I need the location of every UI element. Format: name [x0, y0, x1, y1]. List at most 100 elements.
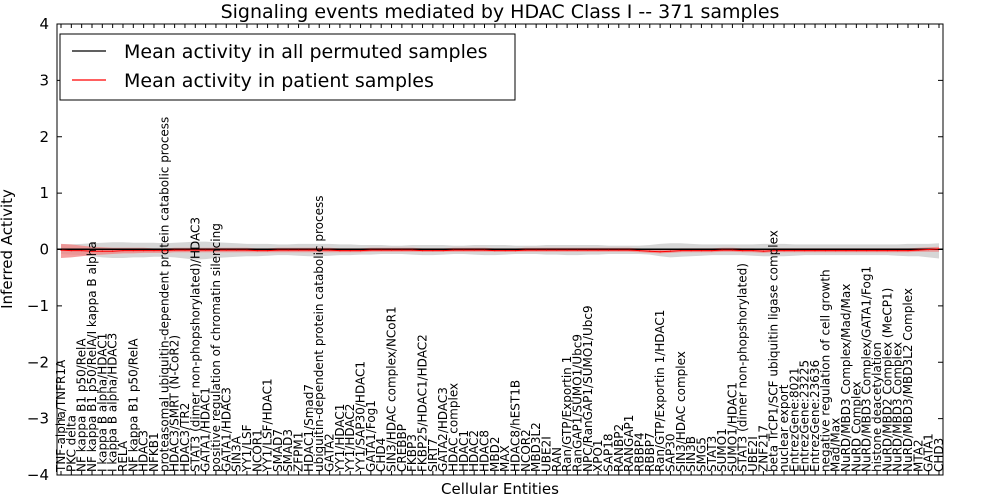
x-tick-label-44: HDAC8/hEST1B	[509, 380, 523, 472]
series-1-point-24	[308, 249, 310, 251]
series-1-point-44	[514, 250, 517, 252]
x-tick-label-23: ZFPM1	[292, 432, 306, 472]
legend: Mean activity in all permuted samples Me…	[59, 33, 516, 101]
series-0-point-9	[153, 248, 155, 251]
x-tick-label-53: SAP18	[602, 433, 616, 472]
series-1-point-69	[773, 250, 775, 252]
x-tick-label-6: RELA	[116, 440, 130, 472]
x-tick-label-72: EntrezGene:23225	[798, 360, 812, 472]
series-1-point-48	[556, 249, 558, 251]
series-0-point-36	[432, 248, 434, 251]
x-tick-label-11: HDAC3/SMRT (N-CoR2)	[168, 335, 182, 472]
series-1-point-6	[122, 250, 124, 252]
x-tick-label-36: SIRT7	[426, 438, 440, 472]
series-1-point-18	[246, 249, 248, 251]
x-tick-label-20: YY1/LSF/HDAC1	[261, 378, 275, 473]
series-1-point-74	[824, 250, 827, 252]
series-1-point-19	[256, 250, 258, 252]
series-1-point-12	[184, 249, 186, 251]
series-1-point-56	[638, 250, 641, 252]
series-0-point-75	[835, 248, 837, 251]
series-0-point-6	[122, 248, 124, 251]
x-axis-label: Cellular Entities	[441, 480, 559, 498]
x-tick-label-45: NCOR2	[519, 429, 533, 472]
series-1-point-71	[793, 250, 796, 252]
x-tick-label-59: SAP30	[663, 433, 677, 472]
series-0-point-80	[886, 248, 889, 251]
series-1-point-62	[700, 250, 703, 252]
x-tick-label-69: beta TrCP1/SCF ubiquitin ligase complex	[767, 230, 781, 472]
x-tick-label-42: MBD2	[488, 437, 502, 472]
x-tick-label-50: RanGAP1/SUMO1/Ubc9	[571, 334, 585, 472]
x-tick-label-1: PKC delta	[64, 415, 78, 472]
x-tick-label-32: SIN3/HDAC complex/NCoR1	[385, 306, 399, 472]
series-0-point-7	[132, 248, 134, 251]
series-1-point-14	[205, 249, 207, 251]
y-tick-label-2: −2	[27, 353, 49, 371]
x-tick-label-65: SUMO1/HDAC1	[725, 382, 739, 472]
series-1-point-28	[349, 250, 351, 252]
series-1-point-9	[153, 250, 155, 252]
y-tick-layer: −4 −3 −2 −1 0 1 2 3 4	[27, 15, 943, 484]
series-1-point-61	[690, 250, 692, 252]
series-1-point-64	[721, 249, 723, 251]
series-1-point-15	[215, 249, 217, 251]
x-tick-label-12: HDAC3/TR2	[178, 403, 192, 472]
x-tick-label-27: YY1/HDAC1	[333, 404, 347, 473]
series-1-point-7	[132, 250, 134, 252]
x-tick-label-61: SIN3B	[684, 436, 698, 472]
series-1-point-81	[897, 250, 899, 252]
series-0-point-68	[762, 248, 765, 251]
x-tick-label-76: NuRD/MBD3 Complex/Mad/Max	[839, 284, 853, 472]
series-1-point-51	[587, 249, 589, 251]
series-0-point-44	[514, 248, 517, 251]
x-tick-label-85: CHD3	[932, 438, 946, 472]
x-tick-label-18: YY1/LSF	[240, 424, 254, 473]
x-tick-label-35: FKBP25/HDAC1/HDAC2	[416, 334, 430, 472]
series-1-point-83	[917, 249, 919, 251]
x-tick-label-33: CREBBP	[395, 424, 409, 472]
x-tick-label-79: histone deacetylation	[870, 342, 884, 472]
x-tick-label-28: YY1/HDAC2	[343, 404, 357, 473]
x-tick-label-48: RAN	[550, 447, 564, 472]
x-tick-label-57: RBBP7	[643, 432, 657, 472]
series-1-point-68	[762, 250, 765, 252]
series-1-point-35	[421, 250, 424, 252]
series-1-point-58	[659, 251, 661, 253]
series-0-point-70	[783, 248, 785, 251]
series-1-point-55	[628, 249, 630, 251]
series-1-point-29	[360, 250, 362, 252]
series-1-point-63	[711, 250, 713, 252]
series-0-point-10	[163, 248, 165, 251]
y-tick-label-8: 4	[39, 15, 49, 33]
x-tick-label-56: RBBP4	[632, 432, 646, 472]
series-1-point-72	[804, 250, 806, 252]
x-tick-label-39: HDAC1	[457, 430, 471, 472]
x-tick-label-64: SUMO1	[715, 428, 729, 472]
series-line-1	[60, 248, 940, 253]
y-tick-label-3: −1	[27, 297, 49, 315]
series-0-point-67	[752, 248, 754, 251]
x-tick-label-29: YY1/SAP30/HDAC1	[354, 361, 368, 473]
series-0-point-71	[793, 248, 796, 251]
series-0-point-63	[711, 248, 713, 251]
series-1-point-30	[370, 249, 372, 251]
series-1-point-42	[494, 250, 496, 252]
x-tick-label-21: SMAD7	[271, 429, 285, 472]
x-tick-label-30: GATA1/Fog1	[364, 400, 378, 472]
legend-label-permuted: Mean activity in all permuted samples	[124, 41, 487, 63]
x-tick-label-70: nuclear export	[777, 384, 791, 472]
x-tick-label-38: HDAC complex	[447, 383, 461, 472]
series-0-point-3	[91, 248, 93, 251]
series-0-point-20	[267, 248, 269, 251]
x-tick-label-71: EntrezGene:8021	[787, 368, 801, 473]
series-0-point-27	[339, 248, 341, 251]
series-1-point-59	[669, 250, 672, 252]
x-tick-label-74: negative regulation of cell growth	[818, 269, 832, 472]
series-1-point-26	[329, 249, 331, 251]
x-tick-label-84: GATA1	[922, 433, 936, 472]
x-tick-label-14: GATA1/HDAC1	[199, 387, 213, 472]
x-tick-label-26: GATA2	[323, 433, 337, 472]
x-tick-label-3: NF kappa B1 p50/RelA/I kappa B alpha	[85, 241, 99, 472]
